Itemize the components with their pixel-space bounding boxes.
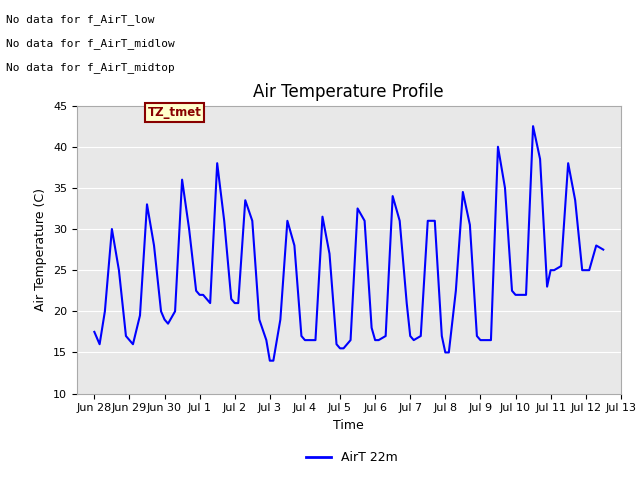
Text: TZ_tmet: TZ_tmet (147, 106, 202, 119)
X-axis label: Time: Time (333, 419, 364, 432)
Legend: AirT 22m: AirT 22m (301, 446, 403, 469)
Text: No data for f_AirT_midlow: No data for f_AirT_midlow (6, 38, 175, 49)
Y-axis label: Air Temperature (C): Air Temperature (C) (35, 188, 47, 311)
Title: Air Temperature Profile: Air Temperature Profile (253, 83, 444, 101)
Text: No data for f_AirT_midtop: No data for f_AirT_midtop (6, 62, 175, 73)
Text: No data for f_AirT_low: No data for f_AirT_low (6, 14, 155, 25)
